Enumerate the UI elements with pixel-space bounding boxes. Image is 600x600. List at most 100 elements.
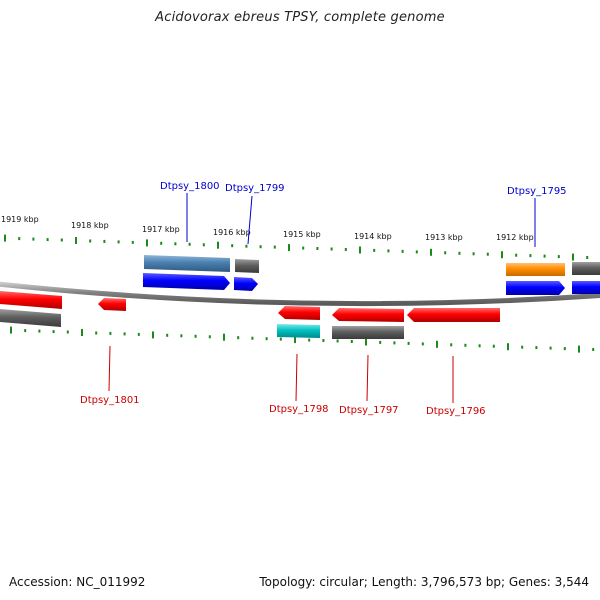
gene-dtpsy-1797-red[interactable]	[332, 308, 404, 322]
genome-backbone	[0, 281, 600, 307]
outer-tick	[60, 238, 63, 242]
inner-tick	[379, 340, 382, 344]
gene-dtpsy-1796-red[interactable]	[407, 308, 500, 322]
inner-tick	[223, 333, 225, 341]
inner-tick	[549, 346, 552, 350]
outer-tick	[316, 247, 319, 250]
inner-tick	[81, 329, 83, 336]
outer-tick	[259, 245, 262, 249]
genome-summary-text: Topology: circular; Length: 3,796,573 bp…	[259, 575, 589, 589]
gene-dtpsy-1800-blue[interactable]	[143, 273, 230, 290]
gene-dtpsy-1795-blue[interactable]	[506, 281, 565, 295]
outer-tick	[32, 237, 35, 241]
outer-tick	[387, 249, 390, 253]
outer-tick	[472, 252, 475, 256]
tick-label-1916: 1916 kbp	[213, 228, 251, 237]
outer-tick	[430, 248, 432, 256]
gene-dtpsy-1799-blue[interactable]	[234, 277, 258, 291]
inner-tick-row	[10, 326, 595, 353]
inner-tick	[308, 338, 311, 342]
outer-tick	[174, 242, 177, 246]
inner-tick	[166, 333, 169, 337]
leader-dtpsy-1797	[366, 354, 369, 402]
inner-tick	[578, 345, 580, 353]
leader-dtpsy-1798	[295, 353, 298, 402]
gene-label-dtpsy-1797: Dtpsy_1797	[339, 405, 399, 416]
outer-tick	[586, 256, 589, 259]
gene-dtpsy-1799-gray[interactable]	[235, 259, 259, 273]
tick-label-1913: 1913 kbp	[425, 233, 463, 242]
gene-label-dtpsy-1801: Dtpsy_1801	[80, 395, 140, 406]
map-title: Acidovorax ebreus TPSY, complete genome	[155, 10, 445, 25]
inner-tick	[279, 337, 282, 341]
gene-label-dtpsy-1795: Dtpsy_1795	[507, 186, 567, 197]
inner-tick	[492, 344, 495, 348]
inner-tick	[194, 334, 197, 338]
outer-tick	[302, 246, 305, 250]
gene-label-dtpsy-1799: Dtpsy_1799	[225, 183, 285, 194]
outer-tick	[458, 251, 461, 255]
outer-tick	[217, 241, 219, 249]
inner-tick	[365, 338, 367, 346]
gene-edge-blue[interactable]	[572, 281, 600, 294]
inner-tick	[294, 336, 296, 344]
inner-tick	[38, 329, 41, 333]
inner-tick	[137, 332, 140, 336]
outer-tick	[557, 255, 560, 259]
outer-tick	[344, 248, 347, 251]
outer-tick	[117, 240, 120, 244]
gene-edge-red[interactable]	[0, 291, 62, 309]
inner-tick	[563, 347, 566, 351]
inner-tick	[265, 337, 268, 341]
leader-dtpsy-1799	[247, 195, 253, 245]
inner-tick	[24, 329, 27, 333]
gene-edge-gray-reverse[interactable]	[0, 309, 61, 327]
outer-tick	[515, 253, 518, 257]
inner-tick	[52, 330, 55, 334]
gene-edge-gray[interactable]	[572, 262, 600, 275]
outer-tick	[273, 245, 276, 249]
gene-dtpsy-1800-steelblue[interactable]	[144, 255, 230, 272]
outer-tick-row	[4, 234, 589, 261]
inner-tick	[407, 341, 410, 345]
outer-tick	[288, 244, 290, 252]
outer-tick	[401, 249, 404, 253]
gene-dtpsy-1797-gray[interactable]	[332, 326, 404, 339]
inner-tick	[535, 346, 538, 350]
inner-tick	[237, 336, 240, 340]
gene-dtpsy-1801-red[interactable]	[98, 298, 126, 311]
outer-tick	[188, 242, 191, 246]
inner-tick	[95, 331, 98, 335]
gene-label-dtpsy-1796: Dtpsy_1796	[426, 406, 486, 417]
inner-tick	[478, 344, 481, 348]
outer-tick	[444, 251, 447, 255]
inner-tick	[208, 335, 211, 339]
outer-tick	[46, 238, 49, 242]
outer-tick	[202, 243, 205, 247]
tick-label-1914: 1914 kbp	[354, 232, 392, 241]
inner-tick	[251, 336, 254, 340]
accession-text: Accession: NC_011992	[9, 575, 146, 589]
inner-tick	[450, 343, 453, 347]
outer-tick	[245, 244, 248, 248]
inner-tick	[521, 345, 524, 349]
inner-tick	[436, 340, 438, 348]
inner-tick	[464, 343, 467, 347]
outer-tick	[103, 239, 106, 243]
inner-tick	[507, 343, 509, 351]
inner-tick	[336, 339, 339, 343]
outer-tick	[131, 240, 134, 244]
inner-tick	[10, 326, 12, 334]
gene-dtpsy-1795-orange[interactable]	[506, 263, 565, 276]
outer-tick	[501, 251, 503, 259]
gene-label-dtpsy-1800: Dtpsy_1800	[160, 181, 220, 192]
outer-tick	[529, 254, 532, 258]
outer-tick	[359, 246, 361, 254]
outer-tick	[543, 254, 546, 258]
gene-dtpsy-1798-red[interactable]	[278, 306, 320, 320]
outer-tick	[18, 237, 21, 241]
outer-tick	[146, 239, 148, 247]
gene-dtpsy-1798-cyan[interactable]	[277, 324, 320, 338]
outer-tick	[75, 237, 77, 244]
